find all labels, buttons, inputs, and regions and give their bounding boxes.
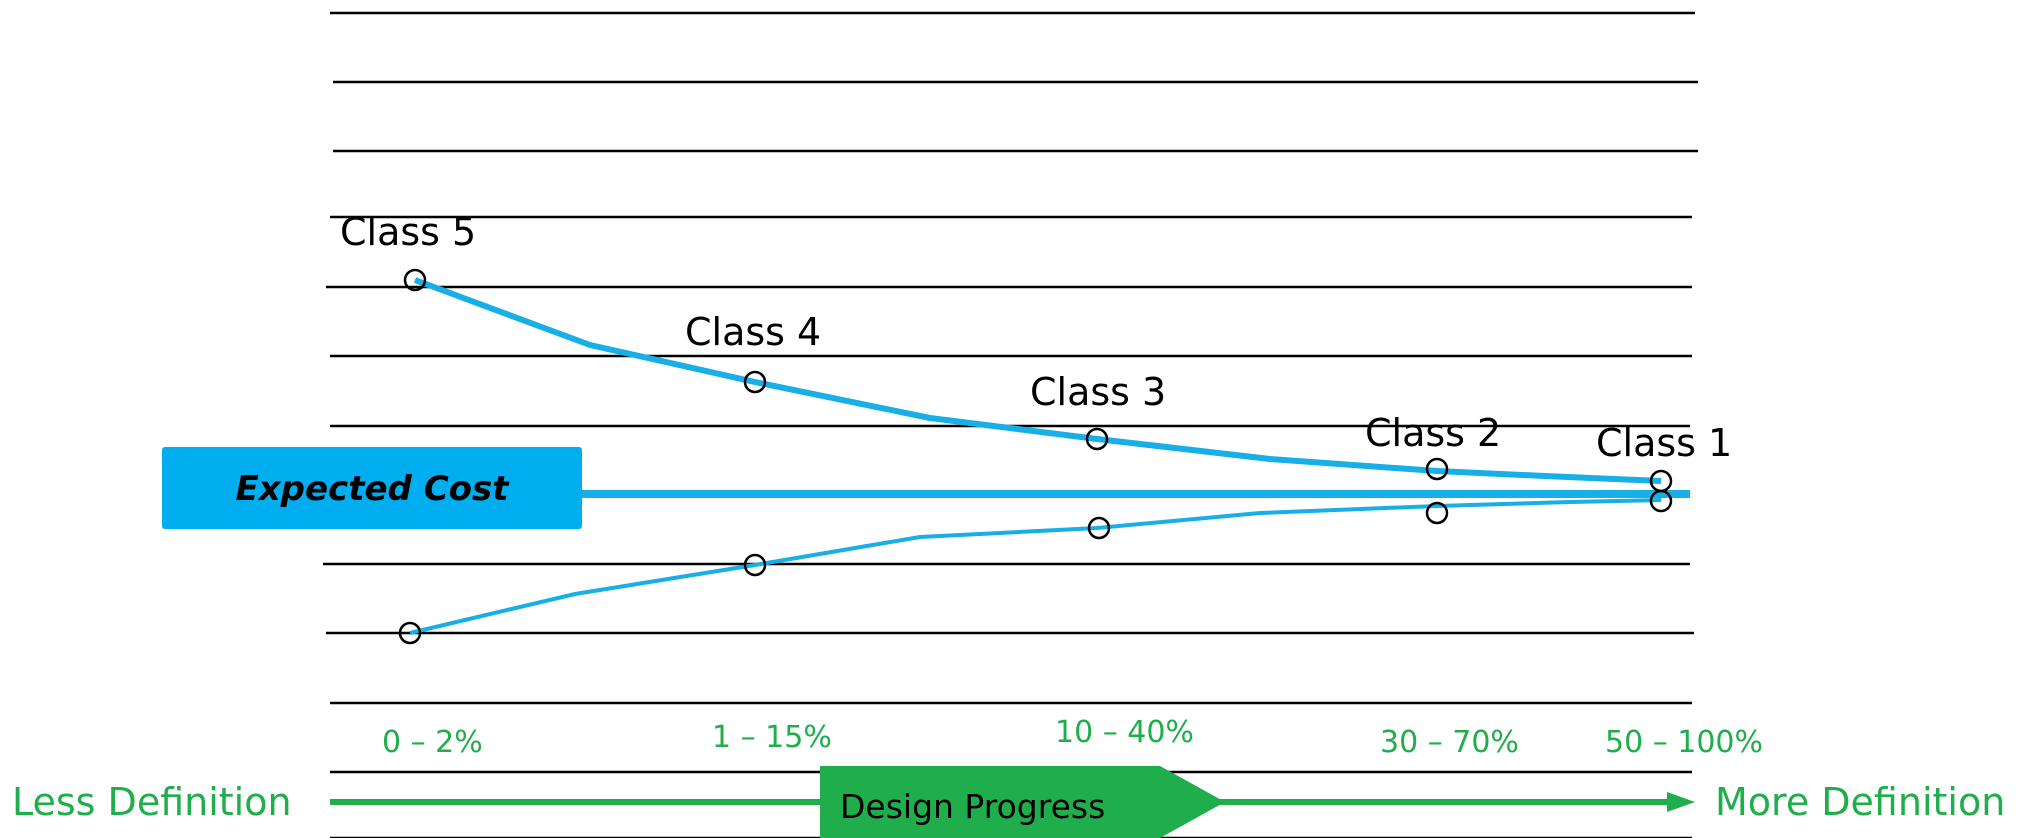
marker-class-4-lower: [743, 553, 767, 577]
class-1-range: 50 – 100%: [1605, 725, 1763, 760]
class-5-label: Class 5: [340, 210, 476, 254]
marker-class-1-lower: [1649, 489, 1673, 513]
marker-class-2-lower: [1425, 501, 1449, 525]
marker-class-2-upper: [1425, 457, 1449, 481]
marker-class-5-upper: [403, 268, 427, 292]
marker-class-5-lower: [398, 621, 422, 645]
less-definition-label: Less Definition: [12, 780, 292, 824]
marker-class-4-upper: [743, 370, 767, 394]
class-1-label: Class 1: [1596, 421, 1732, 465]
class-3-range: 10 – 40%: [1055, 715, 1194, 750]
grid-lines: [323, 11, 1698, 838]
curve-markers: [398, 268, 1673, 645]
marker-class-3-upper: [1085, 427, 1109, 451]
class-5-range: 0 – 2%: [382, 725, 483, 760]
design-progress-arrow: [820, 766, 1225, 838]
upper-range-curve: [413, 277, 1662, 484]
expected-cost-box: [162, 447, 582, 529]
class-2-range: 30 – 70%: [1380, 725, 1519, 760]
more-definition-label: More Definition: [1715, 780, 2005, 824]
class-3-label: Class 3: [1030, 370, 1166, 414]
marker-class-3-lower: [1087, 516, 1111, 540]
definition-axis-arrowhead: [1667, 792, 1695, 812]
lower-range-curve: [409, 498, 1662, 635]
class-4-label: Class 4: [685, 310, 821, 354]
class-4-range: 1 – 15%: [712, 720, 832, 755]
design-progress-label: Design Progress: [840, 787, 1105, 826]
expected-cost-label: Expected Cost: [236, 469, 511, 509]
class-2-label: Class 2: [1365, 411, 1501, 455]
